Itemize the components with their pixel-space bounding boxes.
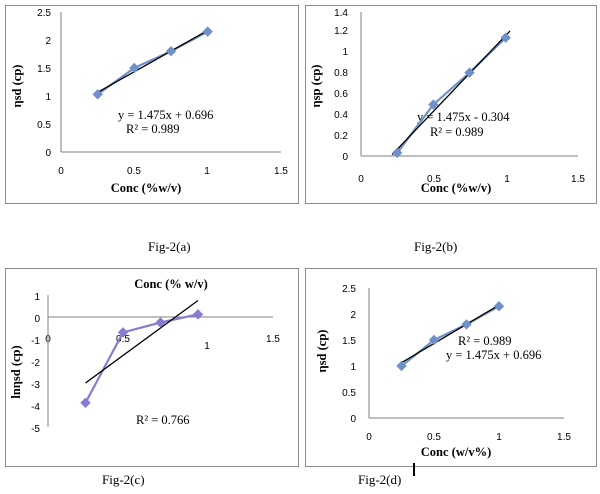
chart-b-ylabel: ηsp (cp) [309, 65, 323, 108]
chart-c-ytick: 0 [34, 314, 40, 325]
chart-b-xtick: 1 [504, 174, 510, 185]
chart-c-xtick: 1 [204, 341, 210, 352]
chart-c-point [155, 317, 166, 328]
chart-c-ytick: -3 [31, 380, 40, 391]
chart-c-trendline [85, 299, 199, 384]
chart-b-point [464, 67, 475, 78]
chart-b-ytick: 1.2 [334, 26, 348, 37]
chart-d-xtick: 0.5 [427, 432, 441, 443]
chart-d-ytick: 1 [350, 362, 356, 373]
chart-d: 0 0.5 1 1.5 2 2.5 0 0.5 1 1.5 Conc (w/v%… [315, 284, 571, 459]
chart-d-xtick: 1.5 [557, 432, 571, 443]
chart-d-point [461, 319, 472, 330]
chart-d-trendline [401, 304, 500, 364]
chart-a-ytick: 1.5 [37, 64, 51, 75]
chart-c-point [192, 309, 204, 320]
chart-c-ylabel: lnηsd (cp) [9, 345, 23, 398]
caption-b: Fig-2(b) [414, 239, 458, 254]
chart-d-ytick: 2.5 [342, 284, 356, 295]
chart-b-point [391, 147, 403, 159]
caption-d: Fig-2(d) [358, 472, 402, 487]
chart-a-xtick: 0.5 [127, 166, 141, 177]
chart-b-trendline [391, 30, 511, 156]
chart-a-trendline [92, 29, 208, 96]
chart-d-ytick: 0 [350, 414, 356, 425]
chart-a-xlabel: Conc (%w/v) [111, 181, 181, 195]
chart-a-xtick: 1 [204, 166, 210, 177]
text-cursor [413, 463, 415, 476]
chart-c-xlabel: Conc (% w/v) [134, 277, 208, 291]
chart-a-r2: R² = 0.989 [126, 122, 180, 136]
chart-panel-c: -5 -4 -3 -2 -1 0 1 0 0.5 1 1.5 Conc (% w… [5, 268, 299, 467]
chart-c-series-line [84, 313, 199, 404]
chart-a-xtick: 0 [58, 166, 64, 177]
chart-d-point [396, 360, 407, 372]
chart-a-point [202, 26, 213, 37]
chart-c-ytick: -2 [31, 358, 40, 369]
chart-c-r2: R² = 0.766 [136, 413, 190, 427]
chart-a: 0 0.5 1 1.5 2 2.5 0 0.5 1 1.5 Conc (%w/v… [10, 8, 288, 195]
chart-b-ytick: 0.4 [334, 110, 348, 121]
chart-c: -5 -4 -3 -2 -1 0 1 0 0.5 1 1.5 Conc (% w… [9, 277, 280, 435]
chart-a-xtick: 1.5 [274, 166, 288, 177]
chart-d-equation: y = 1.475x + 0.696 [446, 348, 541, 362]
chart-d-point [428, 334, 440, 346]
chart-a-point [92, 89, 103, 100]
chart-d-ytick: 0.5 [342, 388, 356, 399]
chart-b-r2: R² = 0.989 [430, 125, 484, 139]
chart-a-ytick: 2 [45, 36, 51, 47]
chart-b-ytick: 0.8 [334, 68, 348, 79]
chart-b-ytick: 0.2 [334, 131, 348, 142]
chart-d-ytick: 1.5 [342, 336, 356, 347]
chart-b-xlabel: Conc (%w/v) [421, 181, 491, 195]
chart-b-ytick: 1 [342, 47, 348, 58]
chart-a-series-line [97, 30, 209, 96]
chart-d-r2: R² = 0.989 [458, 334, 512, 348]
chart-b-ytick: 0 [342, 152, 348, 163]
chart-a-ytick: 0 [45, 148, 51, 159]
chart-d-xtick: 0 [366, 432, 372, 443]
chart-a-point [129, 62, 140, 74]
chart-a-ytick: 1 [45, 92, 51, 103]
chart-d-ytick: 2 [350, 310, 356, 321]
chart-b-xtick: 1.5 [571, 174, 585, 185]
chart-c-ytick: -5 [31, 424, 40, 435]
chart-d-xlabel: Conc (w/v%) [421, 445, 491, 459]
chart-b-point [500, 32, 511, 43]
chart-c-ytick: 1 [34, 292, 40, 303]
chart-c-xtick: 0.5 [116, 334, 130, 345]
chart-b-ytick: 0.6 [334, 89, 348, 100]
chart-c-ytick: -4 [31, 402, 40, 413]
chart-panel-d: 0 0.5 1 1.5 2 2.5 0 0.5 1 1.5 Conc (w/v%… [305, 268, 597, 467]
caption-c: Fig-2(c) [102, 472, 145, 487]
chart-c-point [117, 327, 129, 338]
chart-c-point [80, 397, 91, 409]
chart-b-ytick: 1.4 [334, 8, 348, 19]
chart-a-ytick: 2.5 [37, 8, 51, 19]
chart-a-ylabel: ηsd (cp) [10, 65, 24, 108]
chart-d-point [493, 300, 505, 312]
chart-b-xtick: 0 [358, 174, 364, 185]
chart-b-equation: y = 1.475x - 0.304 [417, 110, 510, 124]
chart-c-ytick: -1 [31, 336, 40, 347]
chart-b-xtick: 0.5 [427, 174, 441, 185]
chart-b-point [428, 99, 439, 110]
chart-a-ytick: 0.5 [37, 120, 51, 131]
caption-a: Fig-2(a) [148, 239, 191, 254]
chart-c-xtick: 1.5 [266, 334, 280, 345]
chart-d-xtick: 1 [496, 432, 502, 443]
chart-panel-b: 0 0.2 0.4 0.6 0.8 1 1.2 1.4 0 0.5 1 1.5 … [305, 5, 597, 204]
chart-a-point [165, 45, 177, 57]
chart-d-ylabel: ηsd (cp) [315, 330, 329, 373]
chart-b: 0 0.2 0.4 0.6 0.8 1 1.2 1.4 0 0.5 1 1.5 … [309, 8, 585, 195]
chart-panel-a: 0 0.5 1 1.5 2 2.5 0 0.5 1 1.5 Conc (%w/v… [5, 5, 299, 204]
chart-a-equation: y = 1.475x + 0.696 [118, 108, 213, 122]
